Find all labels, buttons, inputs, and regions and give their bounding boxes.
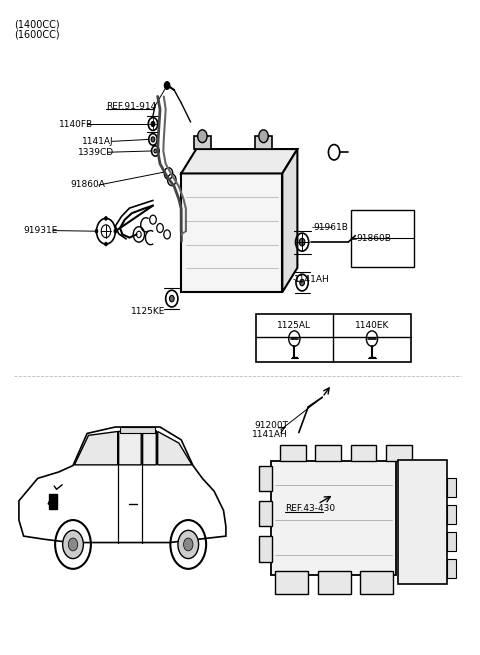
Text: 91860A: 91860A bbox=[71, 181, 106, 189]
Text: 91931E: 91931E bbox=[24, 226, 58, 235]
Text: REF.43-430: REF.43-430 bbox=[285, 504, 335, 513]
Bar bbox=[447, 532, 456, 551]
Circle shape bbox=[95, 229, 98, 233]
Text: (1600CC): (1600CC) bbox=[14, 29, 60, 39]
Circle shape bbox=[178, 531, 199, 559]
Bar bbox=[259, 536, 272, 562]
Bar bbox=[271, 462, 396, 574]
Polygon shape bbox=[143, 430, 156, 465]
Circle shape bbox=[299, 238, 305, 246]
Bar bbox=[181, 174, 282, 292]
Text: 1141AH: 1141AH bbox=[252, 430, 288, 440]
Polygon shape bbox=[119, 430, 141, 465]
Circle shape bbox=[300, 279, 304, 286]
Bar bbox=[48, 495, 57, 508]
Bar bbox=[360, 571, 393, 594]
Bar bbox=[194, 136, 211, 149]
Bar bbox=[255, 136, 272, 149]
Bar bbox=[275, 571, 308, 594]
Text: 91961B: 91961B bbox=[313, 223, 348, 232]
Circle shape bbox=[183, 538, 193, 551]
Polygon shape bbox=[19, 427, 226, 542]
Text: 1140FB: 1140FB bbox=[59, 119, 93, 128]
Circle shape bbox=[164, 82, 170, 89]
Text: 91200T: 91200T bbox=[254, 421, 288, 430]
Text: (1400CC): (1400CC) bbox=[14, 20, 60, 29]
Bar bbox=[120, 427, 156, 434]
Text: 1125KE: 1125KE bbox=[131, 307, 166, 316]
Circle shape bbox=[114, 229, 117, 233]
Bar bbox=[255, 314, 411, 362]
Bar bbox=[350, 210, 414, 267]
Circle shape bbox=[198, 130, 207, 143]
Circle shape bbox=[105, 242, 108, 246]
Bar bbox=[447, 559, 456, 578]
Bar bbox=[318, 571, 350, 594]
Text: 1339CD: 1339CD bbox=[78, 148, 114, 157]
Polygon shape bbox=[48, 495, 58, 504]
Circle shape bbox=[68, 538, 78, 551]
Circle shape bbox=[169, 295, 174, 302]
Text: 1125AL: 1125AL bbox=[277, 321, 312, 330]
Circle shape bbox=[154, 149, 157, 153]
Bar bbox=[447, 504, 456, 524]
Text: 1141AJ: 1141AJ bbox=[83, 137, 114, 146]
Polygon shape bbox=[74, 432, 118, 465]
Bar bbox=[447, 477, 456, 497]
Circle shape bbox=[105, 216, 108, 220]
Circle shape bbox=[259, 130, 268, 143]
Circle shape bbox=[151, 137, 155, 142]
Bar bbox=[280, 445, 306, 462]
Circle shape bbox=[63, 531, 84, 559]
Text: 1140EK: 1140EK bbox=[355, 321, 389, 330]
Bar bbox=[315, 445, 341, 462]
Bar bbox=[398, 460, 447, 584]
Polygon shape bbox=[181, 149, 298, 174]
Polygon shape bbox=[282, 149, 298, 292]
Bar bbox=[259, 501, 272, 527]
Polygon shape bbox=[157, 432, 192, 465]
Circle shape bbox=[151, 121, 155, 126]
Text: 91860B: 91860B bbox=[357, 234, 392, 244]
Bar bbox=[386, 445, 412, 462]
Bar bbox=[259, 466, 272, 491]
Text: REF.91-914: REF.91-914 bbox=[106, 102, 156, 111]
Text: 1141AH: 1141AH bbox=[294, 275, 330, 284]
Bar bbox=[350, 445, 376, 462]
